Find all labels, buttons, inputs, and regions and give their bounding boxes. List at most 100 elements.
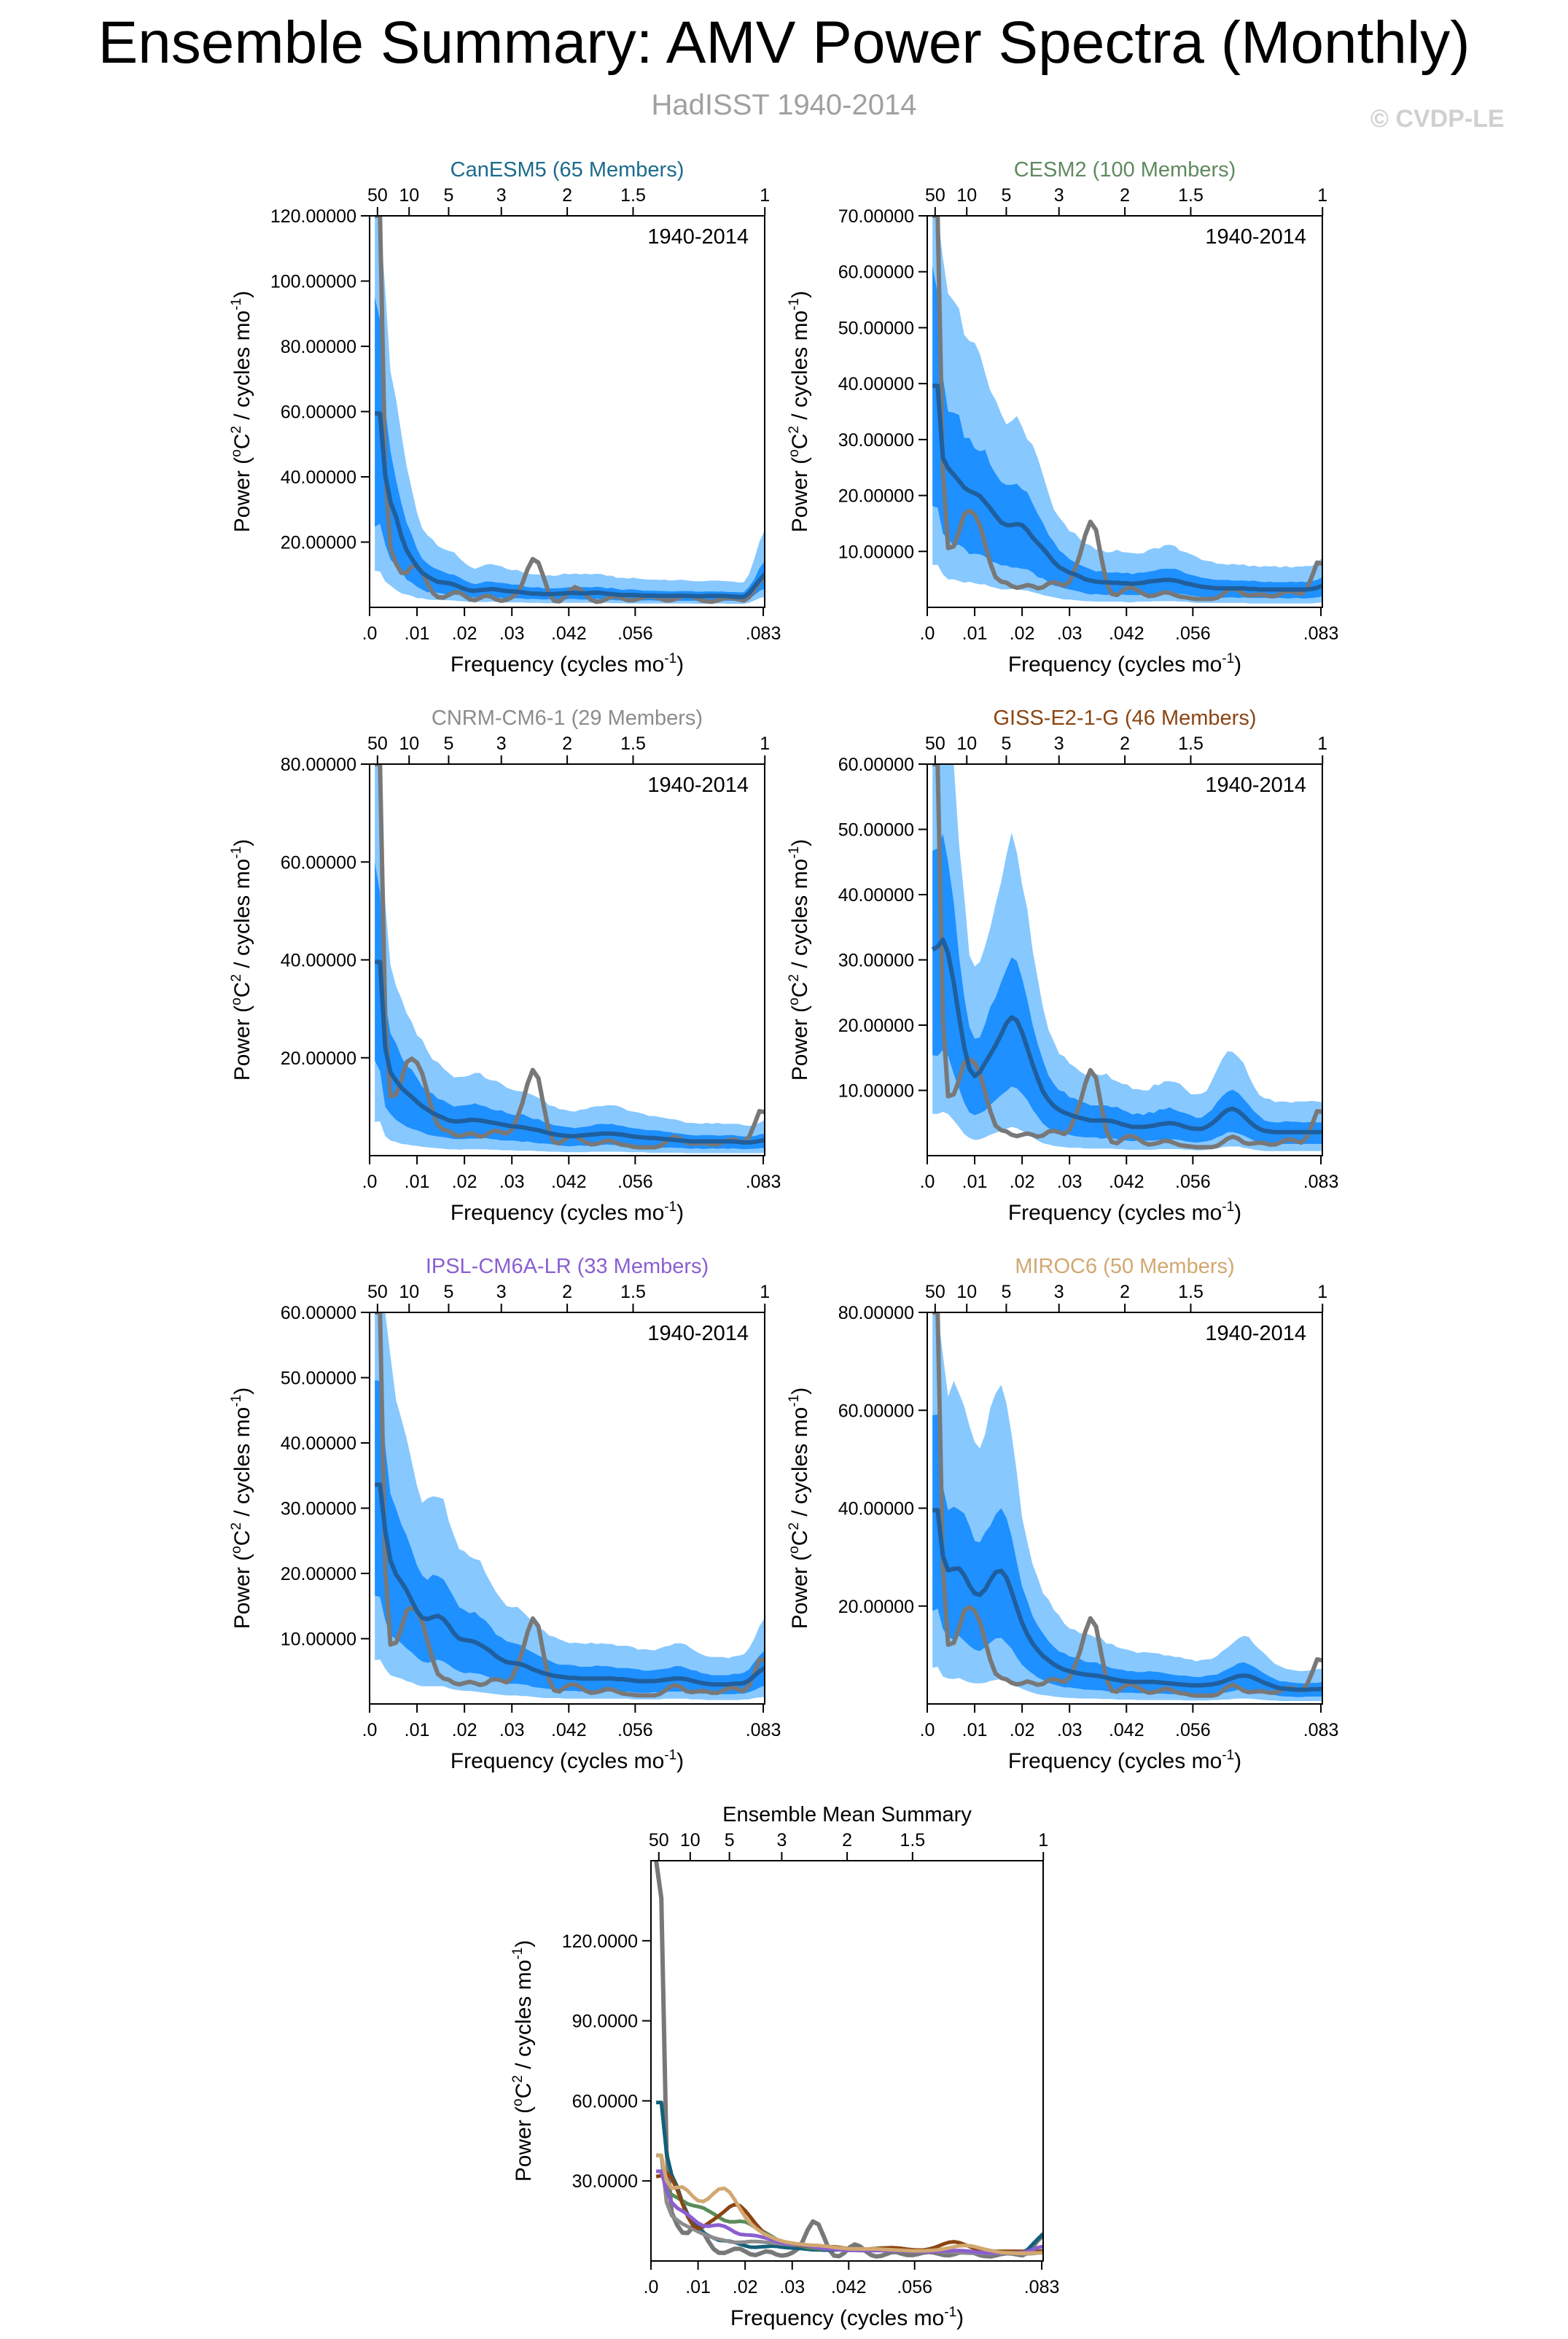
y-tick-label: 20.00000 [281, 1048, 356, 1069]
x-tick-label: .083 [746, 1172, 781, 1192]
top-tick-label: 3 [496, 185, 507, 206]
x-tick-label: .056 [617, 1172, 653, 1192]
x-tick-label: .042 [1109, 1720, 1144, 1740]
copyright-label: © CVDP-LE [1370, 105, 1505, 133]
top-tick-label: 2 [562, 1282, 572, 1302]
x-axis-label: Frequency (cycles mo-1) [450, 1199, 684, 1225]
period-label: 1940-2014 [647, 774, 749, 797]
x-tick-label: .03 [1057, 1172, 1083, 1192]
y-tick-label: 90.0000 [572, 2012, 638, 2032]
x-tick-label: .02 [733, 2277, 758, 2297]
y-tick-label: 10.00000 [838, 542, 914, 562]
panel-cnrm: 20.00000 40.00000 60.00000 80.00000 .0 .01 .02… [229, 707, 781, 1225]
y-axis-label: Power (oC2 / cycles mo-1) [787, 291, 812, 532]
y-tick-label: 70.00000 [838, 206, 914, 227]
plot-area [375, 216, 765, 604]
y-axis-label: Power (oC2 / cycles mo-1) [229, 1388, 254, 1629]
x-tick-label: .042 [831, 2277, 867, 2297]
x-tick-label: .02 [1010, 1172, 1035, 1192]
x-tick-label: .0 [920, 623, 935, 644]
top-tick-label: 3 [1054, 733, 1064, 754]
x-tick-label: .01 [962, 1720, 988, 1740]
top-tick-label: 10 [680, 1830, 701, 1850]
y-tick-label: 20.00000 [281, 533, 356, 553]
panel-title: IPSL-CM6A-LR (33 Members) [426, 1255, 709, 1278]
x-tick-label: .0 [362, 1720, 378, 1740]
top-tick-label: 50 [367, 1282, 388, 1302]
top-tick-label: 3 [1054, 185, 1064, 206]
y-tick-label: 80.00000 [838, 1303, 914, 1323]
x-axis-label: Frequency (cycles mo-1) [450, 1748, 684, 1773]
top-tick-label: 1.5 [1178, 1282, 1204, 1302]
top-tick-label: 1 [760, 733, 770, 754]
x-tick-label: .056 [1175, 1172, 1211, 1192]
top-tick-label: 5 [443, 733, 453, 754]
y-tick-label: 60.00000 [281, 852, 356, 873]
y-tick-label: 50.00000 [838, 820, 914, 841]
top-tick-label: 50 [925, 1282, 945, 1302]
mean-line-canesm5 [656, 2101, 1043, 2254]
y-tick-label: 10.00000 [838, 1081, 914, 1102]
plot-area [932, 216, 1322, 604]
ensemble-mean-line [375, 960, 765, 1145]
y-tick-label: 50.00000 [281, 1369, 356, 1389]
panel-ipsl: 10.00000 20.00000 30.00000 40.00000 50.00000… [229, 1255, 781, 1773]
x-tick-label: .01 [405, 1172, 430, 1192]
x-tick-label: .03 [499, 1720, 525, 1740]
top-tick-label: 1 [1317, 185, 1327, 206]
x-tick-label: .02 [1010, 623, 1035, 644]
inner-spread-band [932, 1414, 1322, 1697]
y-tick-label: 80.00000 [281, 337, 356, 357]
y-tick-label: 40.00000 [838, 374, 914, 394]
y-axis-label: Power (oC2 / cycles mo-1) [229, 839, 254, 1081]
y-tick-label: 20.00000 [838, 1597, 914, 1617]
x-tick-label: .03 [779, 2277, 805, 2297]
top-tick-label: 5 [443, 185, 453, 206]
y-tick-label: 30.00000 [838, 951, 914, 971]
y-axis-label: Power (oC2 / cycles mo-1) [229, 291, 254, 532]
obs-line [375, 1312, 765, 1698]
x-axis-label: Frequency (cycles mo-1) [1008, 1748, 1241, 1773]
top-tick-label: 1.5 [1178, 733, 1204, 754]
x-tick-label: .03 [1057, 1720, 1083, 1740]
top-tick-label: 1.5 [900, 1830, 925, 1850]
x-axis-label: Frequency (cycles mo-1) [450, 651, 684, 677]
obs-line [375, 216, 765, 604]
inner-spread-band [375, 1380, 765, 1694]
x-tick-label: .083 [746, 1720, 781, 1740]
x-tick-label: .01 [405, 1720, 430, 1740]
panel-ensmean: 30.0000 60.0000 90.0000 120.0000 .0 .01 .02 .03… [510, 1803, 1059, 2330]
x-tick-label: .02 [452, 1720, 477, 1740]
top-tick-label: 5 [725, 1830, 735, 1850]
panel-title: GISS-E2-1-G (46 Members) [994, 707, 1257, 730]
inner-spread-band [375, 862, 765, 1150]
plot-area [375, 1312, 765, 1700]
x-tick-label: .083 [1024, 2277, 1060, 2297]
plot-area [654, 1861, 1043, 2259]
top-tick-label: 1 [1038, 1830, 1048, 1850]
obs-line [932, 764, 1322, 1150]
top-tick-label: 2 [1120, 185, 1130, 206]
panel-cesm2: 10.00000 20.00000 30.00000 40.00000 50.00000… [787, 158, 1338, 677]
period-label: 1940-2014 [1205, 1322, 1306, 1345]
top-tick-label: 10 [956, 185, 977, 206]
top-tick-label: 1.5 [1178, 185, 1204, 206]
top-tick-label: 2 [562, 185, 572, 206]
y-tick-label: 40.00000 [281, 1433, 356, 1454]
plot-area [375, 764, 765, 1153]
top-tick-label: 10 [956, 733, 977, 754]
top-tick-label: 50 [925, 733, 945, 754]
x-tick-label: .02 [1010, 1720, 1035, 1740]
y-tick-label: 40.00000 [838, 885, 914, 906]
figure-subtitle: HadISST 1940-2014 [651, 89, 917, 121]
x-tick-label: .056 [617, 623, 653, 644]
panel-title: Ensemble Mean Summary [722, 1803, 972, 1826]
x-tick-label: .056 [1175, 623, 1211, 644]
period-label: 1940-2014 [647, 1322, 749, 1345]
y-axis-label: Power (oC2 / cycles mo-1) [787, 1388, 812, 1629]
top-tick-label: 2 [562, 733, 572, 754]
figure-title: Ensemble Summary: AMV Power Spectra (Mon… [98, 9, 1470, 76]
top-tick-label: 1.5 [620, 733, 646, 754]
ensemble-mean-line [931, 937, 1322, 1135]
panel-title: CNRM-CM6-1 (29 Members) [432, 707, 703, 730]
